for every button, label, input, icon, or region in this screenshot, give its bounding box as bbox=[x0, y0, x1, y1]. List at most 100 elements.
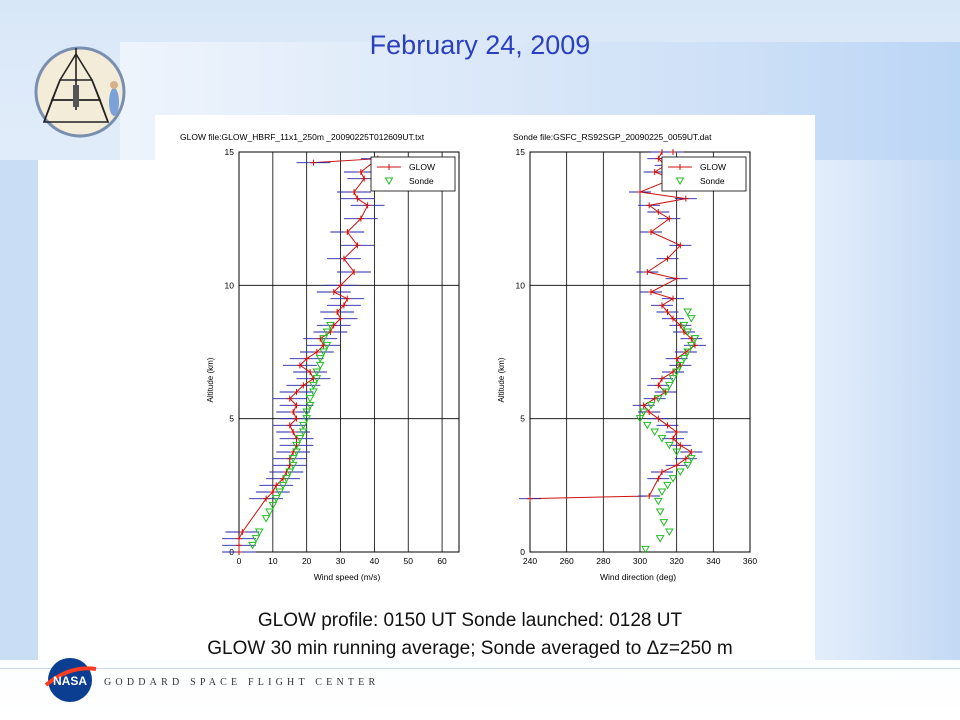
sonde-point bbox=[254, 528, 264, 536]
legend-label-sonde: Sonde bbox=[409, 176, 434, 186]
y-tick-label: 10 bbox=[516, 280, 526, 290]
legend-sonde-marker bbox=[675, 177, 685, 185]
glow-point bbox=[648, 289, 654, 295]
glow-point bbox=[682, 195, 689, 202]
sonde-point bbox=[668, 375, 678, 383]
sonde-point bbox=[668, 475, 678, 483]
glow-point bbox=[357, 169, 364, 175]
x-tick-label: 20 bbox=[302, 556, 312, 566]
sonde-point bbox=[302, 408, 312, 416]
glow-point bbox=[286, 422, 293, 429]
glow-point bbox=[640, 402, 647, 409]
sonde-point bbox=[288, 455, 298, 463]
sonde-point bbox=[653, 395, 663, 403]
glow-point bbox=[236, 542, 242, 549]
x-tick-label: 30 bbox=[336, 556, 346, 566]
glow-point bbox=[659, 302, 665, 309]
glow-point bbox=[670, 149, 676, 155]
sonde-point bbox=[679, 321, 689, 330]
glow-point bbox=[296, 362, 303, 369]
glow-point bbox=[337, 315, 344, 322]
sonde-point bbox=[639, 408, 649, 416]
glow-point bbox=[307, 369, 314, 375]
legend-glow-marker bbox=[386, 164, 392, 170]
sonde-point bbox=[675, 468, 685, 476]
glow-point bbox=[655, 382, 662, 389]
glow-point bbox=[646, 202, 653, 209]
glow-point bbox=[666, 215, 673, 222]
sonde-point bbox=[675, 361, 685, 370]
glow-point bbox=[644, 269, 651, 275]
glow-point bbox=[273, 482, 280, 489]
sonde-point bbox=[683, 328, 693, 336]
sonde-point bbox=[663, 481, 672, 490]
glow-point bbox=[290, 429, 297, 435]
caption-line-2: GLOW 30 min running average; Sonde avera… bbox=[100, 638, 840, 660]
sonde-point bbox=[275, 488, 284, 496]
glow-point bbox=[337, 282, 344, 289]
glow-point bbox=[340, 302, 347, 309]
sonde-point bbox=[686, 315, 696, 323]
glow-point bbox=[673, 429, 680, 435]
y-tick-label: 5 bbox=[520, 414, 525, 424]
delta-symbol: Δ bbox=[646, 638, 660, 659]
y-tick-label: 15 bbox=[516, 147, 526, 157]
glow-point bbox=[688, 449, 695, 455]
glow-point bbox=[334, 309, 341, 315]
nasa-meatball-logo: NASA bbox=[44, 658, 97, 702]
sonde-point bbox=[312, 368, 322, 376]
sonde-point bbox=[285, 468, 295, 476]
sonde-point bbox=[278, 481, 288, 490]
glow-point bbox=[655, 209, 662, 215]
sonde-point bbox=[664, 381, 674, 390]
sonde-point bbox=[657, 435, 667, 443]
sonde-point bbox=[251, 535, 261, 543]
charts-svg: GLOW file:GLOW_HBRF_11x1_250m _20090225T… bbox=[180, 132, 757, 582]
glow-point bbox=[648, 229, 654, 235]
sonde-point bbox=[298, 421, 308, 430]
legend-sonde-marker bbox=[384, 177, 394, 185]
left-band bbox=[0, 160, 38, 660]
glow-point bbox=[236, 549, 242, 555]
glow-point bbox=[673, 275, 680, 282]
sonde-point bbox=[271, 495, 281, 503]
sonde-point bbox=[659, 519, 669, 527]
sonde-point bbox=[326, 321, 335, 330]
glow-point bbox=[286, 395, 293, 402]
x-tick-label: 280 bbox=[596, 556, 610, 566]
chart-title: Sonde file:GSFC_RS92SGP_20090225_0059UT.… bbox=[513, 132, 712, 142]
glow-point bbox=[354, 242, 361, 249]
glow-point bbox=[303, 355, 310, 362]
glow-point bbox=[637, 189, 643, 195]
sonde-point bbox=[683, 348, 693, 356]
sonde-point bbox=[268, 501, 278, 510]
glow-point bbox=[290, 409, 297, 415]
sonde-point bbox=[683, 308, 693, 316]
sonde-point bbox=[655, 535, 665, 543]
footer-divider bbox=[0, 668, 960, 669]
glow-point bbox=[351, 189, 358, 195]
sonde-point bbox=[295, 435, 305, 443]
wind-speed-chart: GLOW file:GLOW_HBRF_11x1_250m _20090225T… bbox=[180, 132, 460, 582]
sonde-point bbox=[672, 368, 682, 376]
sonde-point bbox=[292, 441, 301, 450]
glow-point bbox=[354, 195, 361, 202]
glow-point bbox=[263, 495, 270, 502]
glow-point bbox=[677, 242, 684, 249]
y-tick-label: 5 bbox=[229, 414, 234, 424]
sonde-point bbox=[322, 328, 332, 336]
sonde-point bbox=[315, 355, 325, 363]
sonde-point bbox=[319, 348, 328, 356]
glow-point bbox=[664, 255, 671, 262]
glow-point bbox=[344, 229, 351, 235]
glow-point bbox=[293, 389, 300, 395]
glow-instrument-logo bbox=[34, 46, 126, 138]
glow-point bbox=[655, 155, 662, 162]
legend-label-sonde: Sonde bbox=[700, 176, 725, 186]
x-tick-label: 0 bbox=[237, 556, 242, 566]
y-tick-label: 15 bbox=[225, 147, 235, 157]
legend-glow-marker bbox=[677, 164, 683, 170]
y-tick-label: 10 bbox=[225, 280, 235, 290]
sonde-point bbox=[657, 488, 667, 496]
y-tick-label: 0 bbox=[520, 547, 525, 557]
